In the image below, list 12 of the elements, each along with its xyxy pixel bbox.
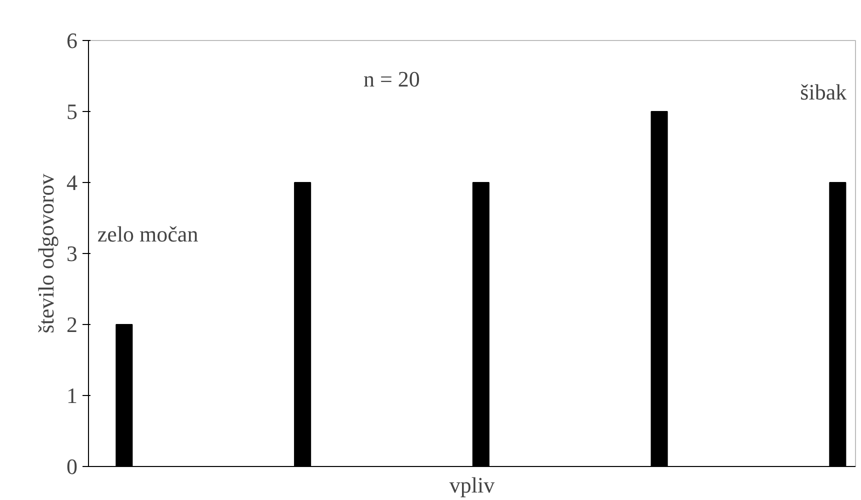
annotation: zelo močan [97,221,198,246]
y-tick-label: 4 [66,170,78,195]
y-tick-label: 3 [66,241,78,266]
y-tick-label: 1 [66,383,78,408]
annotation: n = 20 [364,66,420,92]
y-axis-title: število odgovorov [34,174,58,334]
y-tick-label: 5 [66,99,78,124]
annotation: šibak [800,79,847,104]
y-tick-label: 2 [66,312,78,337]
y-tick-label: 6 [66,28,78,53]
x-axis-title: vpliv [449,472,495,498]
y-tick-label: 0 [66,454,78,479]
